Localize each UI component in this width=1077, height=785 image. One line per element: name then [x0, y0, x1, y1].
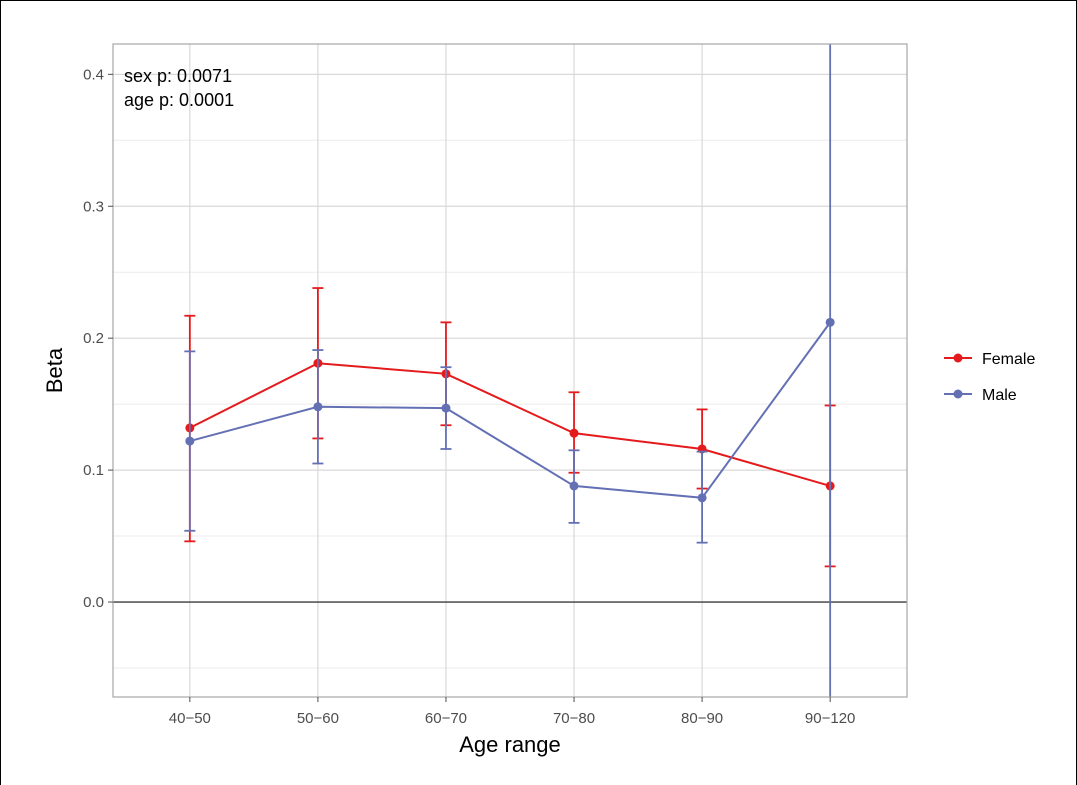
legend-item-male: Male: [944, 387, 1017, 404]
y-tick-label: 0.1: [83, 462, 104, 479]
y-tick-label: 0.3: [83, 198, 104, 215]
legend: Female Male: [944, 351, 1035, 404]
x-tick-label: 90−120: [805, 710, 855, 727]
y-axis-ticks: 0.0 0.1 0.2 0.3 0.4: [83, 66, 113, 611]
y-tick-label: 0.2: [83, 330, 104, 347]
annotation-age-p: age p: 0.0001: [124, 90, 234, 110]
legend-key-point: [953, 389, 963, 399]
data-point: [313, 402, 323, 412]
series-line: [189, 321, 831, 499]
series-male: [184, 44, 835, 697]
legend-key-point: [953, 353, 963, 363]
y-tick-label: 0.4: [83, 66, 104, 83]
x-tick-label: 60−70: [425, 710, 467, 727]
legend-label: Male: [982, 387, 1017, 404]
legend-item-female: Female: [944, 351, 1035, 368]
x-tick-label: 70−80: [553, 710, 595, 727]
series-line: [189, 362, 831, 487]
annotation-sex-p: sex p: 0.0071: [124, 66, 232, 86]
data-point: [569, 481, 579, 491]
x-axis-ticks: 40−50 50−60 60−70 70−80 80−90 90−120: [169, 697, 855, 727]
x-tick-label: 80−90: [681, 710, 723, 727]
series-layer: [184, 44, 836, 697]
series-female: [184, 287, 836, 568]
grid: [113, 44, 907, 697]
data-point: [697, 493, 707, 503]
data-point: [825, 317, 835, 327]
x-tick-label: 50−60: [297, 710, 339, 727]
panel-border: [112, 43, 908, 698]
legend-label: Female: [982, 351, 1035, 368]
x-axis-title: Age range: [459, 732, 561, 757]
data-point: [441, 403, 451, 413]
data-point: [569, 428, 579, 438]
x-tick-label: 40−50: [169, 710, 211, 727]
data-point: [185, 436, 195, 446]
y-axis-title: Beta: [42, 347, 67, 393]
y-tick-label: 0.0: [83, 594, 104, 611]
